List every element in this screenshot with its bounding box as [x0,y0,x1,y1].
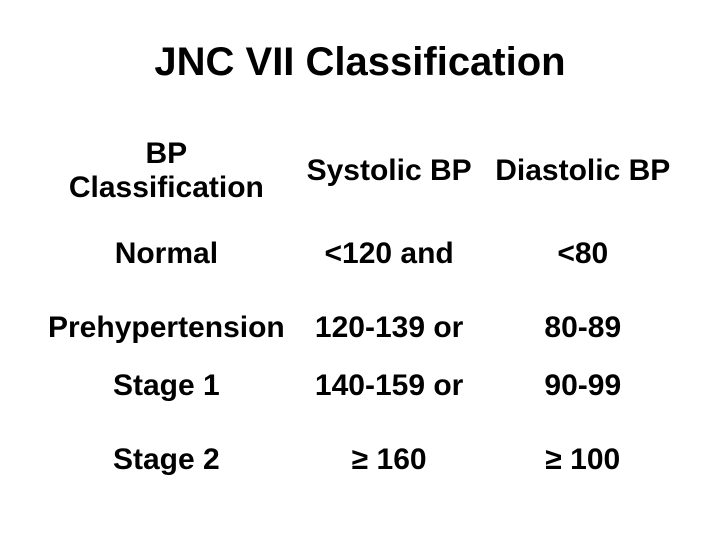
spacer [40,415,680,431]
table-row: Prehypertension 120-139 or 80-89 [40,299,680,357]
classification-table: BP Classification Systolic BP Diastolic … [40,125,680,489]
row-diastolic: <80 [486,225,680,283]
table-row: Stage 1 140-159 or 90-99 [40,357,680,415]
row-systolic: ≥ 160 [293,431,486,489]
header-diastolic: Diastolic BP [486,125,680,225]
header-classification: BP Classification [40,125,293,225]
table-row: Stage 2 ≥ 160 ≥ 100 [40,431,680,489]
header-systolic: Systolic BP [293,125,486,225]
table-header-row: BP Classification Systolic BP Diastolic … [40,125,680,225]
row-systolic: <120 and [293,225,486,283]
spacer [40,283,680,299]
page-title: JNC VII Classification [40,40,680,85]
row-label: Stage 1 [40,357,293,415]
row-label: Normal [40,225,293,283]
row-diastolic: ≥ 100 [486,431,680,489]
row-systolic: 120-139 or [293,299,486,357]
row-label: Stage 2 [40,431,293,489]
row-label: Prehypertension [40,299,293,357]
row-diastolic: 80-89 [486,299,680,357]
table-row: Normal <120 and <80 [40,225,680,283]
row-diastolic: 90-99 [486,357,680,415]
row-systolic: 140-159 or [293,357,486,415]
